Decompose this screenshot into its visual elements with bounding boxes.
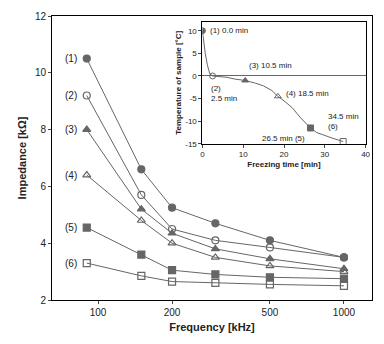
svg-text:Freezing time [min]: Freezing time [min] <box>247 160 321 169</box>
svg-text:10: 10 <box>35 67 47 78</box>
svg-text:40: 40 <box>361 150 370 159</box>
svg-text:0: 0 <box>200 150 205 159</box>
svg-text:500: 500 <box>262 307 279 318</box>
svg-text:4: 4 <box>40 238 46 249</box>
svg-text:(5): (5) <box>65 222 77 233</box>
svg-text:8: 8 <box>40 124 46 135</box>
svg-text:100: 100 <box>90 307 107 318</box>
svg-text:Impedance [kΩ]: Impedance [kΩ] <box>16 116 28 199</box>
svg-text:(4): (4) <box>65 170 77 181</box>
svg-text:2: 2 <box>40 295 46 306</box>
svg-text:-5: -5 <box>190 94 198 103</box>
svg-text:10: 10 <box>239 150 248 159</box>
svg-text:(1): (1) <box>65 53 77 64</box>
svg-text:(2): (2) <box>65 90 77 101</box>
svg-text:Frequency [kHz]: Frequency [kHz] <box>169 321 255 333</box>
svg-text:(6): (6) <box>65 258 77 269</box>
svg-text:(3): (3) <box>65 124 77 135</box>
svg-text:26.5 min (5): 26.5 min (5) <box>262 134 305 143</box>
svg-text:30: 30 <box>320 150 329 159</box>
svg-text:(4) 18.5 min: (4) 18.5 min <box>286 89 329 98</box>
svg-text:34.5 min(6): 34.5 min(6) <box>328 112 359 131</box>
svg-text:5: 5 <box>192 49 197 58</box>
svg-text:200: 200 <box>164 307 181 318</box>
svg-text:12: 12 <box>35 11 47 22</box>
svg-text:1000: 1000 <box>333 307 356 318</box>
svg-text:-15: -15 <box>185 140 197 149</box>
svg-text:(3) 10.5 min: (3) 10.5 min <box>249 61 292 70</box>
svg-text:10: 10 <box>188 27 197 36</box>
svg-text:(2)2.5 min: (2)2.5 min <box>211 84 237 103</box>
svg-text:6: 6 <box>40 181 46 192</box>
svg-text:Temperature of sample [°C]: Temperature of sample [°C] <box>174 30 183 134</box>
svg-text:-10: -10 <box>185 117 197 126</box>
svg-text:(1) 0.0 min: (1) 0.0 min <box>210 26 248 35</box>
svg-text:0: 0 <box>192 72 197 81</box>
svg-text:20: 20 <box>280 150 289 159</box>
